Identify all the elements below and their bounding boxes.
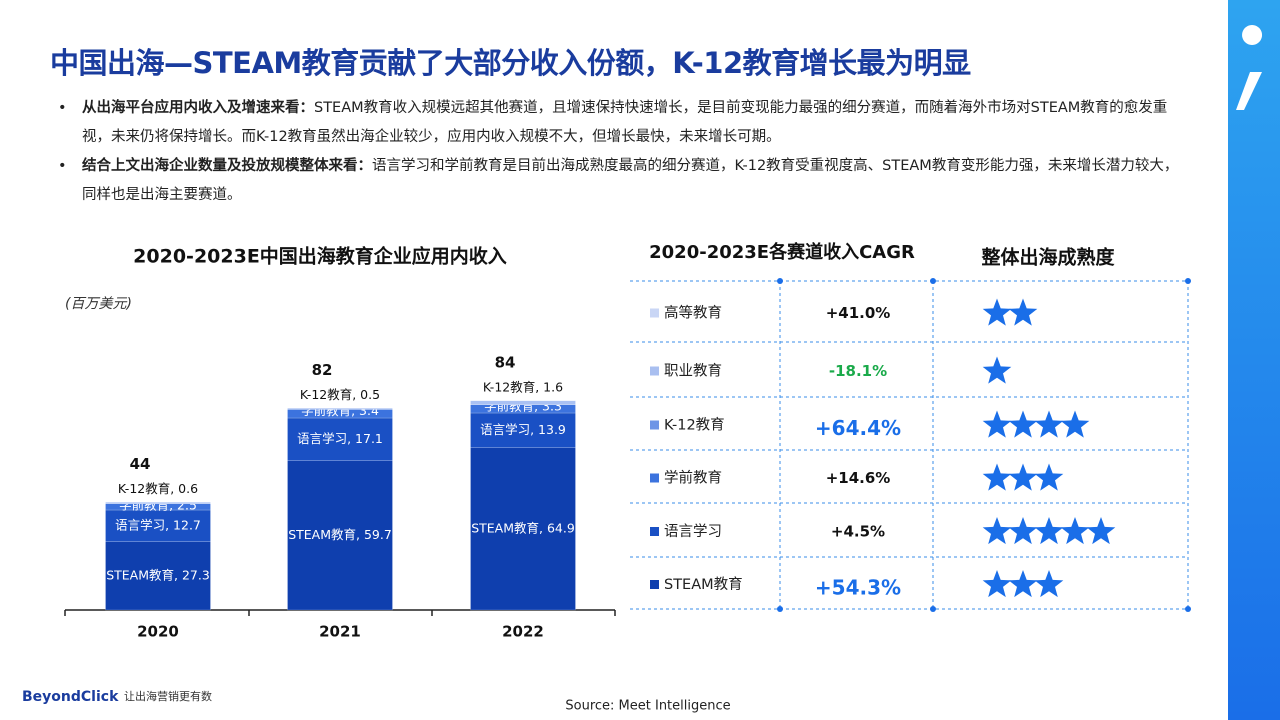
bar-segment (105, 541, 211, 611)
legend-square (650, 420, 659, 430)
x-tick-label: 2020 (137, 623, 179, 641)
star (1008, 298, 1038, 326)
star (982, 517, 1012, 545)
row-name: 高等教育 (664, 304, 722, 322)
star (1060, 517, 1090, 545)
row-name: 学前教育 (664, 470, 722, 487)
bar-segment (105, 509, 211, 542)
star (1008, 463, 1038, 491)
data-label: 语言学习, 12.7 (115, 517, 201, 532)
star (1008, 570, 1038, 598)
cagr: +14.6% (826, 469, 891, 487)
table-header: 2020-2023E各赛道收入CAGR (649, 241, 915, 263)
chart-title: 2020-2023E中国出海教育企业应用内收入 (133, 245, 507, 268)
data-label: 学前教育, 2.5 (119, 497, 197, 512)
row-name: 语言学习 (664, 523, 722, 540)
data-label: K-12教育, 1.6 (483, 379, 563, 394)
x-tick-label: 2022 (502, 623, 544, 641)
bar-segment (287, 460, 393, 611)
bar-segment (470, 400, 576, 405)
bullet-list: 从出海平台应用内收入及增速来看：STEAM教育收入规模远超其他赛道，且增速保持快… (58, 94, 1188, 210)
data-label: 语言学习, 17.1 (297, 431, 383, 446)
logo-mark (1236, 25, 1263, 111)
data-label: STEAM教育, 64.9 (471, 520, 575, 535)
legend-square (650, 527, 659, 536)
star (1034, 517, 1064, 545)
side-strip (1228, 0, 1280, 720)
star (982, 570, 1012, 598)
row-name: K-12教育 (664, 417, 725, 434)
dot (930, 278, 936, 284)
bar-segment (287, 408, 393, 410)
dot (1185, 606, 1191, 612)
star (1060, 410, 1090, 438)
cagr: +41.0% (826, 304, 891, 322)
data-label: STEAM教育, 59.7 (288, 527, 392, 542)
star (982, 298, 1012, 326)
data-label: 学前教育, 3.4 (301, 403, 379, 418)
cagr: -18.1% (829, 362, 887, 380)
total-label: 84 (495, 353, 516, 371)
cagr: +4.5% (831, 523, 885, 541)
data-label: 语言学习, 13.9 (480, 422, 566, 437)
bullet-text: STEAM教育收入规模远超其他赛道，且增速保持快速增长，是目前变现能力最强的细分… (82, 100, 1168, 145)
bullet-lead: 从出海平台应用内收入及增速来看： (82, 100, 314, 116)
data-label: K-12教育, 0.5 (300, 387, 380, 402)
cagr: +54.3% (815, 576, 901, 600)
dot (930, 606, 936, 612)
star (1086, 517, 1116, 545)
legend-square (650, 473, 659, 483)
x-tick-label: 2021 (319, 623, 361, 641)
star (1034, 410, 1064, 438)
star (1034, 463, 1064, 491)
bar-segment (470, 447, 576, 611)
bullet-text: 语言学习和学前教育是目前出海成熟度最高的细分赛道，K-12教育受重视度高、STE… (82, 158, 1179, 203)
star (982, 463, 1012, 491)
legend-square (650, 308, 659, 318)
bar-segment (105, 502, 211, 504)
dot (1185, 278, 1191, 284)
cagr: +64.4% (815, 416, 901, 440)
brand: BeyondClick (22, 689, 119, 705)
data-label: STEAM教育, 27.3 (106, 567, 210, 582)
bullet-lead: 结合上文出海企业数量及投放规模整体来看： (82, 158, 372, 174)
star (1034, 570, 1064, 598)
slogan: 让出海营销更有数 (124, 689, 212, 703)
star (1008, 517, 1038, 545)
total-label: 44 (130, 455, 151, 473)
dot (777, 278, 783, 284)
unit-label: (百万美元) (65, 296, 132, 312)
star (982, 356, 1012, 384)
bullet: 结合上文出海企业数量及投放规模整体来看：语言学习和学前教育是目前出海成熟度最高的… (58, 152, 1188, 210)
table-header: 整体出海成熟度 (981, 246, 1115, 269)
slide-title: 中国出海—STEAM教育贡献了大部分收入份额，K-12教育增长最为明显 (50, 46, 971, 80)
total-label: 82 (312, 361, 333, 379)
row-name: 职业教育 (664, 363, 722, 380)
data-label: K-12教育, 0.6 (118, 481, 198, 496)
legend-square (650, 580, 659, 589)
star (982, 410, 1012, 438)
bullet: 从出海平台应用内收入及增速来看：STEAM教育收入规模远超其他赛道，且增速保持快… (58, 94, 1188, 152)
source: Source: Meet Intelligence (565, 699, 730, 714)
star (1008, 410, 1038, 438)
bar-segment (287, 417, 393, 461)
row-name: STEAM教育 (664, 576, 743, 593)
dot (777, 606, 783, 612)
legend-square (650, 366, 659, 376)
